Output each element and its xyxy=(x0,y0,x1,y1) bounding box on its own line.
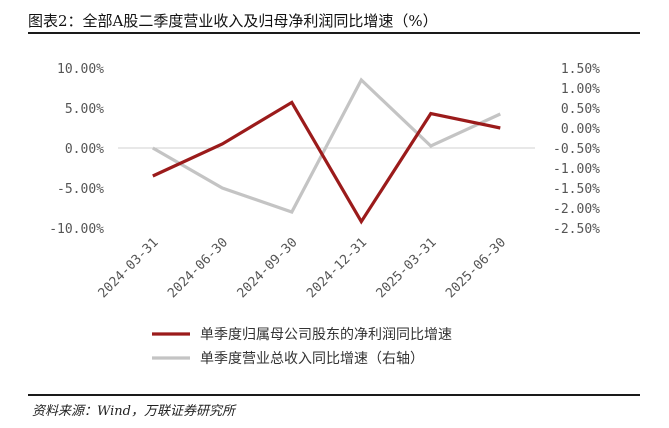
series-layer xyxy=(152,77,501,225)
right-tick-label: -0.50% xyxy=(553,142,600,157)
right-tick-label: 1.00% xyxy=(561,82,600,97)
legend-label-0: 单季度归属母公司股东的净利润同比增速 xyxy=(200,326,452,343)
left-tick-label: 0.00% xyxy=(65,142,104,157)
right-tick-label: 0.00% xyxy=(561,122,600,137)
right-tick-label: -1.00% xyxy=(553,162,600,177)
x-tick-label: 2024-09-30 xyxy=(235,235,301,301)
source-note: 资料来源：Wind，万联证券研究所 xyxy=(32,404,235,419)
right-tick-label: -2.00% xyxy=(553,202,600,217)
x-axis-ticks: 2024-03-31 2024-06-30 2024-09-30 2024-12-31… xyxy=(96,235,509,301)
right-tick-label: 0.50% xyxy=(561,102,600,117)
x-tick-label: 2025-06-30 xyxy=(443,235,509,301)
x-tick-label: 2024-03-31 xyxy=(96,235,162,301)
left-tick-label: -5.00% xyxy=(57,182,104,197)
x-tick-label: 2024-06-30 xyxy=(165,235,231,301)
series-line-1 xyxy=(152,77,501,214)
chart-title: 图表2：全部A股二季度营业收入及归母净利润同比增速（%） xyxy=(28,12,438,30)
series-line-0 xyxy=(152,100,501,225)
bottom-rule xyxy=(28,394,640,396)
left-tick-label: -10.00% xyxy=(49,222,104,237)
left-axis-ticks: 10.00% 5.00% 0.00% -5.00% -10.00% xyxy=(49,62,104,237)
x-tick-label: 2024-12-31 xyxy=(304,235,370,301)
right-tick-label: -2.50% xyxy=(553,222,600,237)
right-tick-label: 1.50% xyxy=(561,62,600,77)
legend-label-1: 单季度营业总收入同比增速（右轴） xyxy=(200,351,424,367)
title-row: 图表2：全部A股二季度营业收入及归母净利润同比增速（%） xyxy=(28,8,640,34)
x-tick-label: 2025-03-31 xyxy=(374,235,440,301)
right-tick-label: -1.50% xyxy=(553,182,600,197)
left-tick-label: 10.00% xyxy=(57,62,104,77)
right-axis-ticks: 1.50% 1.00% 0.50% 0.00% -0.50% -1.00% -1.50% -2… xyxy=(553,62,600,237)
left-tick-label: 5.00% xyxy=(65,102,104,117)
